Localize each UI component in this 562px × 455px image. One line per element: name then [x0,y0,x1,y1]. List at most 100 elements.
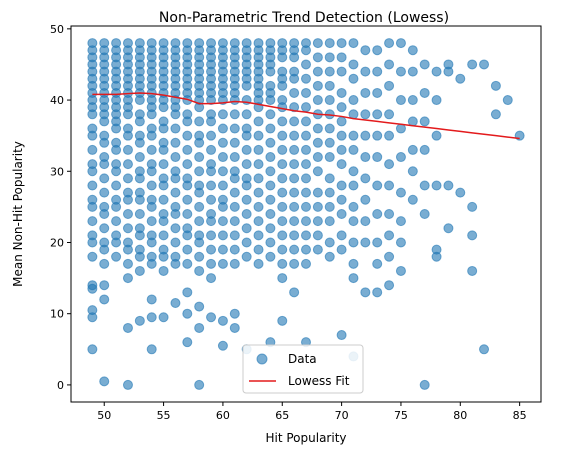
data-point [194,216,205,227]
data-point [419,87,430,98]
data-point [253,258,264,269]
data-point [419,59,430,70]
data-point [265,237,276,248]
data-point [467,59,478,70]
data-point [372,87,383,98]
data-point [99,116,110,127]
data-point [158,216,169,227]
data-point [336,230,347,241]
data-point [277,273,288,284]
data-point [217,180,228,191]
data-point [206,130,217,141]
data-point [301,201,311,212]
data-point [431,251,442,262]
data-point [134,173,145,184]
data-point [277,258,288,269]
data-point [182,130,193,141]
data-point [277,130,288,141]
data-points [87,38,525,390]
data-point [277,244,288,255]
data-point [265,180,276,191]
data-point [122,209,133,219]
data-point [182,308,193,319]
data-point [289,230,300,241]
data-point [336,194,347,205]
data-point [146,180,157,191]
data-point [217,244,228,255]
data-point [360,237,371,248]
data-point [395,187,406,198]
data-point [99,223,110,234]
data-point [407,194,418,205]
data-point [360,87,371,98]
data-point [348,201,359,212]
data-point [206,244,217,255]
data-point [194,201,205,212]
data-point [312,66,323,77]
data-point [467,230,478,241]
data-point [324,237,335,248]
data-point [253,230,264,241]
data-point [99,244,110,255]
data-point [229,152,240,163]
data-point [348,237,359,248]
data-point [348,73,359,84]
data-point [348,38,359,49]
data-point [134,209,145,219]
data-point [277,159,288,170]
data-point [253,159,264,170]
data-point [253,173,264,184]
data-point [301,159,311,170]
data-point [182,287,193,298]
data-point [241,223,252,234]
data-point [87,144,98,155]
data-point [384,230,395,241]
data-point [217,201,228,212]
data-point [229,123,240,134]
data-point [455,187,466,198]
legend-label-data: Data [288,352,317,366]
data-point [182,159,193,170]
x-tick-label: 65 [275,409,289,422]
data-point [111,166,122,177]
data-point [419,209,430,219]
data-point [348,59,359,70]
data-point [301,59,311,70]
data-point [289,173,300,184]
data-point [384,130,395,141]
legend-marker-data [256,353,268,365]
data-point [217,152,228,163]
data-point [134,137,145,148]
data-point [395,38,406,49]
data-point [348,258,359,269]
data-point [384,109,395,120]
data-point [158,251,169,262]
data-point [372,152,383,163]
data-point [146,109,157,120]
data-point [265,223,276,234]
data-point [336,130,347,141]
x-tick-label: 70 [335,409,349,422]
data-point [194,166,205,177]
y-tick-label: 20 [50,236,64,249]
data-point [467,265,478,276]
data-point [372,287,383,298]
data-point [490,80,501,91]
data-point [122,130,133,141]
data-point [170,223,181,234]
data-point [336,102,347,113]
data-point [158,312,169,323]
data-point [182,144,193,155]
data-point [277,216,288,227]
x-tick-label: 80 [453,409,467,422]
data-point [372,209,383,219]
data-point [301,173,311,184]
data-point [99,137,110,148]
data-point [229,109,240,120]
data-point [122,194,133,205]
data-point [384,38,395,49]
data-point [253,244,264,255]
x-tick-label: 85 [513,409,527,422]
data-point [431,130,442,141]
x-tick-label: 55 [157,409,171,422]
